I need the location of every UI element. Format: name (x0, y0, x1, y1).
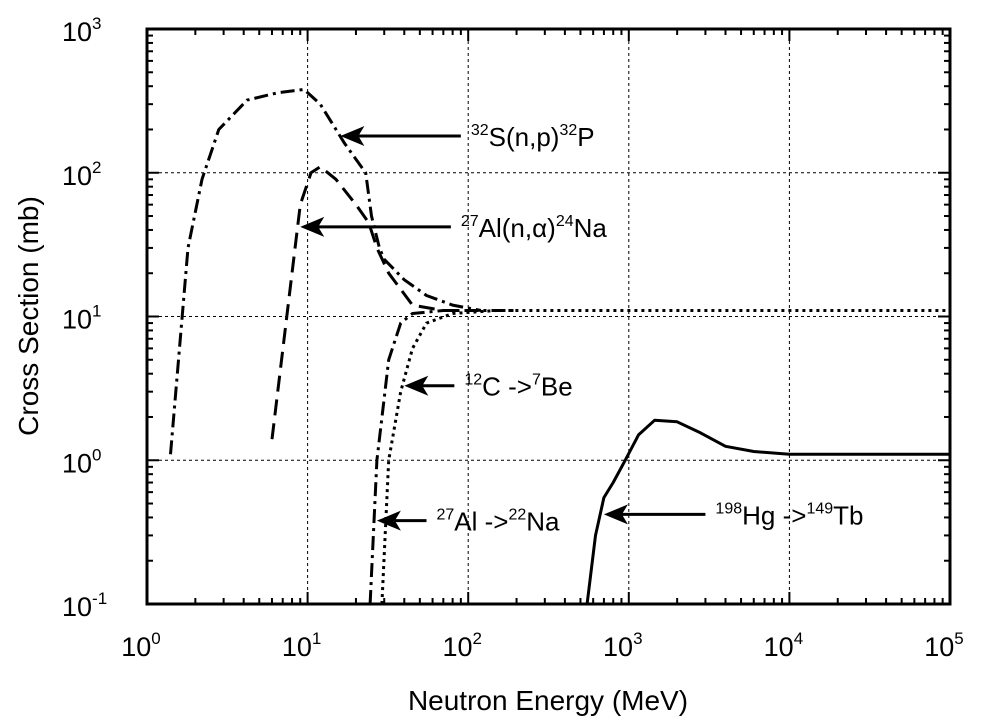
annotation-label-al24: 27Al(n,α)24Na (461, 213, 608, 243)
x-axis-title: Neutron Energy (MeV) (408, 685, 688, 716)
y-axis-title: Cross Section (mb) (13, 196, 44, 436)
x-tick-label: 104 (764, 629, 804, 662)
series-line-al22 (368, 309, 517, 605)
annotation-label-s32: 32S(n,p)32P (471, 122, 595, 152)
plot-frame (145, 27, 952, 606)
y-tick-label: 103 (62, 14, 102, 47)
series-line-hg149 (585, 418, 950, 605)
series-line-c7 (380, 309, 950, 605)
annotation-label-c7: 12C ->7Be (464, 372, 572, 402)
series-line-s32 (169, 87, 482, 455)
arrowhead-hg149 (603, 504, 628, 525)
y-tick-label: 102 (62, 158, 102, 191)
y-tick-label: 10-1 (62, 589, 107, 622)
x-tick-label: 101 (282, 629, 322, 662)
arrowhead-c7 (404, 375, 429, 396)
x-tick-label: 105 (924, 629, 964, 662)
arrowhead-al22 (376, 510, 401, 531)
x-tick-label: 100 (121, 629, 161, 662)
ticks: 100 101 102 103 104 105 10-1 100 101 102 103 (62, 14, 964, 662)
annotation-label-hg149: 198Hg ->149Tb (715, 500, 863, 530)
annotations: 32S(n,p)32P 27Al(n,α)24Na 12C ->7Be 27Al ->… (300, 122, 863, 537)
arrowhead-al24 (300, 216, 325, 237)
y-tick-label: 100 (62, 445, 102, 478)
x-tick-label: 102 (442, 629, 482, 662)
arrowhead-s32 (340, 126, 365, 147)
y-tick-label: 101 (62, 302, 102, 335)
annotation-label-al22: 27Al ->22Na (437, 507, 561, 537)
series-lines (169, 87, 950, 605)
x-tick-label: 103 (603, 629, 643, 662)
grid-lines (147, 29, 950, 604)
